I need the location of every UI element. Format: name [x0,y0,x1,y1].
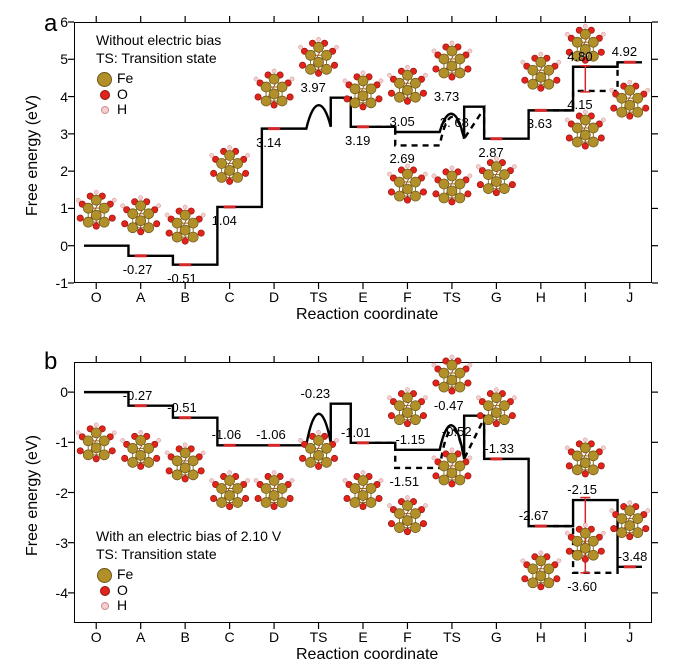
value-label: 3.97 [301,80,326,95]
panel-a-xlabel: Reaction coordinate [296,306,438,324]
xtick-label: TS [307,629,331,645]
xtick-label: O [84,289,108,305]
xtick-label: J [618,629,642,645]
value-label: 3.73 [434,89,459,104]
value-label: -1.01 [341,425,371,440]
xtick-label: F [395,629,419,645]
ytick-label: 3 [44,126,68,142]
legend-fe-label-b: Fe [117,566,133,582]
ytick-label: 4 [44,89,68,105]
value-label: 3.63 [527,116,552,131]
ytick-label: -1 [44,434,68,450]
ytick-label: 5 [44,51,68,67]
xtick-label: TS [307,289,331,305]
ytick-label: 2 [44,163,68,179]
legend-fe-label-a: Fe [117,70,133,86]
legend-o-dot-b [100,586,110,596]
xtick-label: C [218,289,242,305]
legend-o-label-a: O [117,86,128,102]
panel-a-ylabel: Free energy (eV) [24,95,42,216]
panel-b-xlabel: Reaction coordinate [296,646,438,664]
value-label: 3. 68 [440,115,469,130]
xtick-label: A [129,629,153,645]
xtick-label: G [484,289,508,305]
xtick-label: D [262,289,286,305]
xtick-label: I [573,629,597,645]
value-label: -0.52 [442,424,472,439]
ytick-label: 6 [44,14,68,30]
value-label: -1.33 [484,441,514,456]
xtick-label: I [573,289,597,305]
value-label: -1.06 [256,427,286,442]
xtick-label: H [529,629,553,645]
xtick-label: H [529,289,553,305]
value-label: -0.47 [434,398,464,413]
xtick-label: J [618,289,642,305]
legend-fe-dot-b [97,568,112,583]
panel-b-ylabel: Free energy (eV) [24,435,42,556]
legend-h-label-b: H [117,597,127,613]
xtick-label: A [129,289,153,305]
ytick-label: -2 [44,485,68,501]
value-label: -3.60 [567,579,597,594]
value-label: 4.92 [612,44,637,59]
legend-h-label-a: H [117,101,127,117]
value-label: -0.27 [123,388,153,403]
legend-o-dot-a [100,90,110,100]
ytick-label: -4 [44,585,68,601]
value-label: 2.87 [478,145,503,160]
xtick-label: E [351,629,375,645]
ytick-label: -3 [44,535,68,551]
legend-h-dot-a [101,106,109,114]
xtick-label: E [351,289,375,305]
value-label: 1.04 [212,213,237,228]
legend-fe-dot-a [97,72,112,87]
xtick-label: F [395,289,419,305]
value-label: -2.67 [519,508,549,523]
value-label: 4.15 [567,97,592,112]
value-label: 3.19 [345,133,370,148]
panel-b-anno-line2: TS: Transition state [96,546,217,562]
value-label: -3.48 [618,549,648,564]
xtick-label: B [173,289,197,305]
ytick-label: 0 [44,384,68,400]
legend-h-dot-b [101,602,109,610]
panel-a-anno-line1: Without electric bias [96,32,221,48]
value-label: -2.15 [567,482,597,497]
xtick-label: B [173,629,197,645]
value-label: -1.15 [395,432,425,447]
ytick-label: 1 [44,200,68,216]
panel-b-anno-line1: With an electric bias of 2.10 V [96,528,281,544]
xtick-label: TS [440,289,464,305]
value-label: -1.06 [212,427,242,442]
value-label: -0.23 [301,386,331,401]
value-label: 3.14 [256,135,281,150]
value-label: -0.51 [167,400,197,415]
figure-root: a Free energy (eV) Reaction coordinate W… [0,0,685,656]
ytick-label: 0 [44,238,68,254]
value-label: -1.51 [389,474,419,489]
value-label: -0.51 [167,271,197,286]
value-label: 3.05 [389,114,414,129]
panel-a-anno-line2: TS: Transition state [96,50,217,66]
value-label: -0.27 [123,262,153,277]
xtick-label: C [218,629,242,645]
xtick-label: D [262,629,286,645]
xtick-label: O [84,629,108,645]
value-label: 2.69 [389,151,414,166]
xtick-label: G [484,629,508,645]
xtick-label: TS [440,629,464,645]
ytick-label: -1 [44,275,68,291]
legend-o-label-b: O [117,582,128,598]
value-label: 4.80 [567,49,592,64]
